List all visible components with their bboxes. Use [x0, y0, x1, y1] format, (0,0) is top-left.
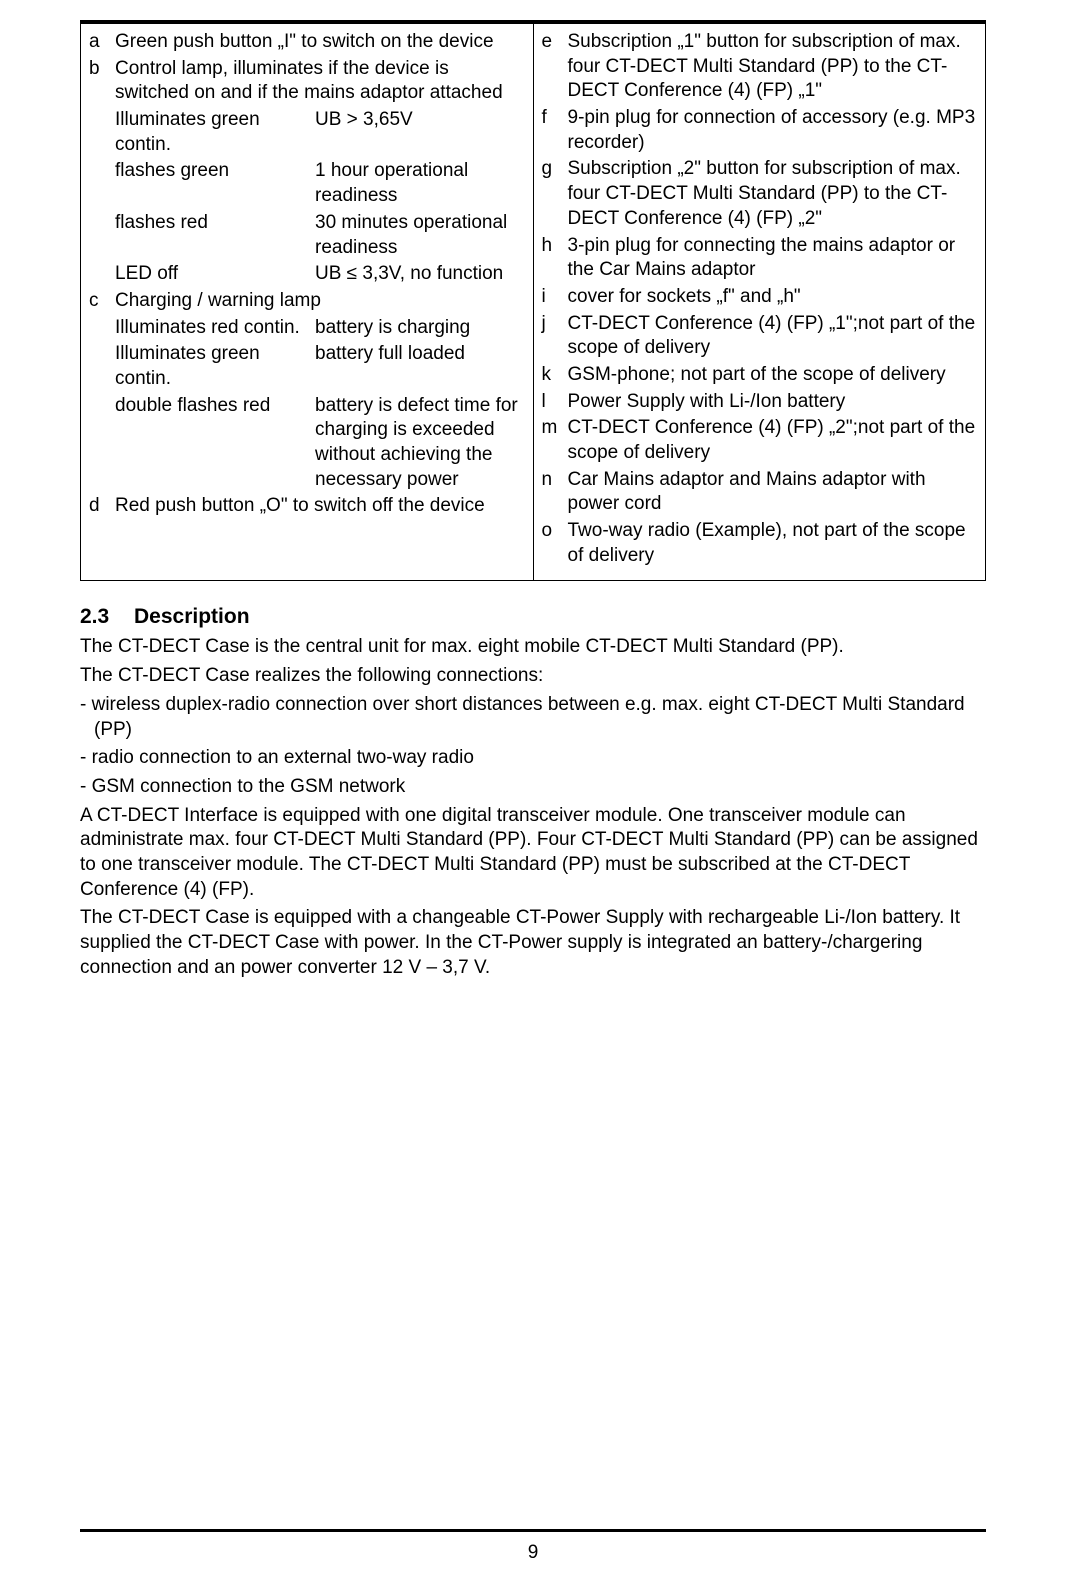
- body-paragraph: The CT-DECT Case is equipped with a chan…: [80, 906, 986, 980]
- legend-item: nCar Mains adaptor and Mains adaptor wit…: [542, 468, 978, 517]
- legend-text: 3-pin plug for connecting the mains adap…: [568, 234, 978, 283]
- subrow-label: flashes green: [115, 159, 315, 208]
- legend-text: Control lamp, illuminates if the device …: [115, 57, 525, 106]
- subrow-value: battery full loaded: [315, 342, 525, 391]
- subrow-value: battery is charging: [315, 316, 525, 341]
- legend-letter: h: [542, 234, 568, 283]
- legend-item: a Green push button „I" to switch on the…: [89, 30, 525, 55]
- legend-subrow: Illuminates green contin. battery full l…: [115, 342, 525, 391]
- legend-item: b Control lamp, illuminates if the devic…: [89, 57, 525, 106]
- page-number: 9: [0, 1542, 1066, 1564]
- page: a Green push button „I" to switch on the…: [0, 20, 1066, 1592]
- subrow-label: Illuminates green contin.: [115, 108, 315, 157]
- legend-item: kGSM-phone; not part of the scope of del…: [542, 363, 978, 388]
- legend-text: Red push button „O" to switch off the de…: [115, 494, 525, 519]
- legend-text: Green push button „I" to switch on the d…: [115, 30, 525, 55]
- subrow-label: LED off: [115, 262, 315, 287]
- legend-letter: f: [542, 106, 568, 155]
- section-number: 2.3: [80, 605, 134, 629]
- legend-letter: l: [542, 390, 568, 415]
- legend-text: GSM-phone; not part of the scope of deli…: [568, 363, 978, 388]
- subrow-label: double flashes red: [115, 394, 315, 493]
- legend-letter: i: [542, 285, 568, 310]
- legend-text: Power Supply with Li-/Ion battery: [568, 390, 978, 415]
- body-paragraph: The CT-DECT Case is the central unit for…: [80, 635, 986, 660]
- legend-letter: k: [542, 363, 568, 388]
- subrow-label: Illuminates red contin.: [115, 316, 315, 341]
- legend-text: Subscription „1" button for subscription…: [568, 30, 978, 104]
- legend-letter: n: [542, 468, 568, 517]
- legend-item: gSubscription „2" button for subscriptio…: [542, 157, 978, 231]
- legend-text: Car Mains adaptor and Mains adaptor with…: [568, 468, 978, 517]
- legend-table: a Green push button „I" to switch on the…: [80, 23, 986, 581]
- subrow-value: UB > 3,65V: [315, 108, 525, 157]
- legend-item: icover for sockets „f" and „h": [542, 285, 978, 310]
- legend-text: Two-way radio (Example), not part of the…: [568, 519, 978, 568]
- legend-subrow: LED off UB ≤ 3,3V, no function: [115, 262, 525, 287]
- legend-item: eSubscription „1" button for subscriptio…: [542, 30, 978, 104]
- legend-letter: g: [542, 157, 568, 231]
- section-heading: 2.3Description: [80, 605, 986, 629]
- section-title: Description: [134, 605, 250, 628]
- legend-letter: o: [542, 519, 568, 568]
- legend-subrow: double flashes red battery is defect tim…: [115, 394, 525, 493]
- legend-text: CT-DECT Conference (4) (FP) „1";not part…: [568, 312, 978, 361]
- legend-item: oTwo-way radio (Example), not part of th…: [542, 519, 978, 568]
- subrow-value: 1 hour operational readiness: [315, 159, 525, 208]
- subrow-value: battery is defect time for charging is e…: [315, 394, 525, 493]
- legend-text: CT-DECT Conference (4) (FP) „2";not part…: [568, 416, 978, 465]
- legend-subrow: Illuminates green contin. UB > 3,65V: [115, 108, 525, 157]
- subrow-label: flashes red: [115, 211, 315, 260]
- legend-right-column: eSubscription „1" button for subscriptio…: [534, 24, 986, 580]
- legend-item: jCT-DECT Conference (4) (FP) „1";not par…: [542, 312, 978, 361]
- legend-letter: j: [542, 312, 568, 361]
- legend-text: cover for sockets „f" and „h": [568, 285, 978, 310]
- legend-letter: d: [89, 494, 115, 519]
- body-paragraph: The CT-DECT Case realizes the following …: [80, 664, 986, 689]
- subrow-value: 30 minutes operational readiness: [315, 211, 525, 260]
- subrow-value: UB ≤ 3,3V, no function: [315, 262, 525, 287]
- legend-subrow: flashes green 1 hour operational readine…: [115, 159, 525, 208]
- legend-item: d Red push button „O" to switch off the …: [89, 494, 525, 519]
- body-paragraph: - radio connection to an external two-wa…: [80, 746, 986, 771]
- legend-subrow: Illuminates red contin. battery is charg…: [115, 316, 525, 341]
- body-paragraph: - wireless duplex-radio connection over …: [80, 693, 986, 742]
- legend-letter: c: [89, 289, 115, 314]
- legend-left-column: a Green push button „I" to switch on the…: [81, 24, 534, 580]
- legend-item: lPower Supply with Li-/Ion battery: [542, 390, 978, 415]
- legend-letter: b: [89, 57, 115, 106]
- bottom-rule: [80, 1529, 986, 1532]
- body-paragraph: - GSM connection to the GSM network: [80, 775, 986, 800]
- body-paragraph: A CT-DECT Interface is equipped with one…: [80, 804, 986, 903]
- legend-text: Subscription „2" button for subscription…: [568, 157, 978, 231]
- legend-item: h3-pin plug for connecting the mains ada…: [542, 234, 978, 283]
- legend-letter: a: [89, 30, 115, 55]
- subrow-label: Illuminates green contin.: [115, 342, 315, 391]
- legend-subrow: flashes red 30 minutes operational readi…: [115, 211, 525, 260]
- legend-item: c Charging / warning lamp: [89, 289, 525, 314]
- legend-item: f9-pin plug for connection of accessory …: [542, 106, 978, 155]
- legend-text: 9-pin plug for connection of accessory (…: [568, 106, 978, 155]
- legend-letter: e: [542, 30, 568, 104]
- legend-text: Charging / warning lamp: [115, 289, 525, 314]
- legend-letter: m: [542, 416, 568, 465]
- legend-item: mCT-DECT Conference (4) (FP) „2";not par…: [542, 416, 978, 465]
